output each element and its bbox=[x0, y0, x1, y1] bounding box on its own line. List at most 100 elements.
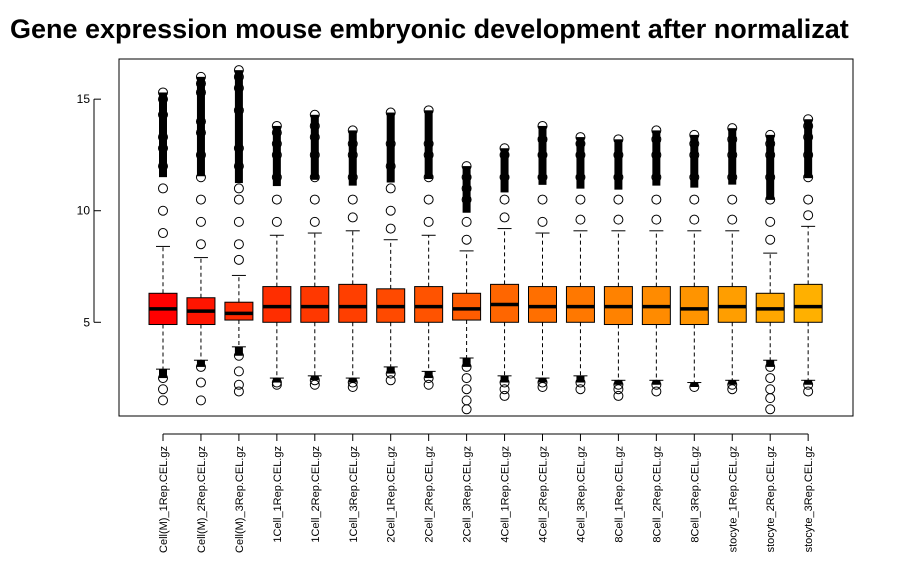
outlier-band-low bbox=[690, 382, 699, 387]
outlier-point bbox=[385, 161, 396, 172]
outlier-point bbox=[233, 194, 244, 205]
outlier-point bbox=[158, 228, 168, 239]
outlier-point bbox=[689, 149, 700, 160]
outlier-band-low bbox=[538, 378, 547, 383]
box bbox=[262, 286, 292, 323]
box-group bbox=[414, 105, 444, 390]
outlier-point bbox=[613, 194, 624, 205]
outlier-point bbox=[765, 373, 776, 384]
outlier-point bbox=[385, 183, 396, 194]
outlier-band-low bbox=[272, 378, 281, 383]
outlier-point bbox=[613, 134, 624, 145]
outlier-point bbox=[233, 366, 244, 377]
box-group bbox=[262, 120, 292, 390]
box bbox=[528, 286, 557, 323]
outlier-band-high bbox=[576, 137, 585, 189]
box-group bbox=[793, 114, 823, 397]
outlier-point bbox=[309, 109, 320, 120]
box bbox=[717, 286, 747, 323]
outlier-point bbox=[347, 138, 358, 149]
y-tick-label: 5 bbox=[83, 315, 90, 329]
x-tick-label: stocyte_3Rep.CEL.gz bbox=[803, 446, 815, 552]
outlier-band-high bbox=[272, 125, 281, 187]
outlier-band-high bbox=[159, 92, 167, 178]
y-tick-label: 15 bbox=[77, 92, 91, 106]
outlier-band-low bbox=[234, 346, 243, 356]
outlier-point bbox=[233, 143, 244, 154]
outlier-point bbox=[309, 149, 320, 160]
x-tick-label: 8Cell_1Rep.CEL.gz bbox=[613, 446, 625, 543]
outlier-point bbox=[575, 149, 586, 160]
outlier-point bbox=[613, 172, 624, 183]
outlier-band-high bbox=[386, 112, 395, 183]
outlier-point bbox=[499, 384, 510, 395]
box-group bbox=[338, 125, 368, 392]
outlier-point bbox=[537, 149, 548, 160]
x-tick-label: stocyte_2Rep.CEL.gz bbox=[765, 446, 777, 552]
outlier-point bbox=[347, 194, 358, 205]
outlier-point bbox=[423, 194, 434, 205]
outlier-point bbox=[727, 149, 738, 160]
outlier-point bbox=[158, 87, 168, 98]
outlier-point bbox=[461, 194, 472, 205]
outlier-band-high bbox=[614, 139, 623, 190]
box bbox=[414, 286, 444, 323]
outlier-point bbox=[423, 149, 434, 160]
x-axis: Cell(M)_1Rep.CEL.gz Cell(M)_2Rep.CEL.gz Ce… bbox=[158, 433, 815, 553]
outlier-point bbox=[385, 375, 396, 386]
box-group bbox=[565, 132, 595, 395]
box bbox=[300, 286, 330, 323]
box-group bbox=[148, 87, 178, 406]
x-tick-label: stocyte_1Rep.CEL.gz bbox=[727, 446, 739, 552]
outlier-point bbox=[423, 105, 434, 116]
outlier-point bbox=[651, 386, 662, 397]
outlier-point bbox=[309, 120, 320, 131]
outlier-point bbox=[803, 132, 814, 143]
outlier-point bbox=[651, 194, 662, 205]
outlier-point bbox=[195, 116, 206, 127]
outlier-point bbox=[233, 239, 244, 250]
outlier-point bbox=[765, 149, 776, 160]
x-tick-label: 4Cell_2Rep.CEL.gz bbox=[538, 446, 550, 543]
outlier-band-high bbox=[348, 130, 357, 186]
x-tick-label: 1Cell_1Rep.CEL.gz bbox=[272, 446, 284, 543]
outlier-point bbox=[651, 172, 662, 183]
outlier-band-high bbox=[424, 110, 433, 180]
outlier-band-high bbox=[500, 148, 509, 193]
outlier-point bbox=[651, 379, 662, 390]
outlier-point bbox=[461, 216, 472, 227]
outlier-point bbox=[195, 216, 206, 227]
outlier-band-high bbox=[462, 166, 471, 213]
box bbox=[679, 286, 709, 326]
outlier-point bbox=[309, 375, 320, 386]
outlier-point bbox=[195, 172, 206, 183]
outlier-point bbox=[727, 172, 738, 183]
outlier-point bbox=[461, 172, 472, 183]
outlier-band-low bbox=[614, 380, 623, 385]
y-axis: 5 10 15 bbox=[77, 92, 101, 329]
outlier-point bbox=[689, 194, 700, 205]
outlier-point bbox=[537, 216, 548, 227]
outlier-point bbox=[385, 107, 396, 118]
box-group bbox=[224, 65, 254, 397]
outlier-point bbox=[765, 384, 776, 395]
boxes-layer bbox=[148, 65, 823, 415]
outlier-band-low bbox=[728, 380, 737, 385]
outlier-point bbox=[195, 239, 206, 250]
x-tick-label: Cell(M)_2Rep.CEL.gz bbox=[196, 446, 208, 553]
outlier-point bbox=[271, 194, 282, 205]
outlier-point bbox=[537, 194, 548, 205]
outlier-point bbox=[158, 205, 168, 216]
outlier-point bbox=[271, 149, 282, 160]
outlier-point bbox=[233, 161, 244, 172]
outlier-point bbox=[233, 254, 244, 265]
outlier-point bbox=[347, 172, 358, 183]
outlier-band-low bbox=[766, 360, 775, 367]
outlier-point bbox=[347, 125, 358, 136]
outlier-point bbox=[765, 393, 776, 404]
outlier-point bbox=[233, 83, 244, 94]
outlier-point bbox=[195, 194, 206, 205]
outlier-band-low bbox=[424, 371, 433, 379]
box-group bbox=[300, 109, 330, 390]
